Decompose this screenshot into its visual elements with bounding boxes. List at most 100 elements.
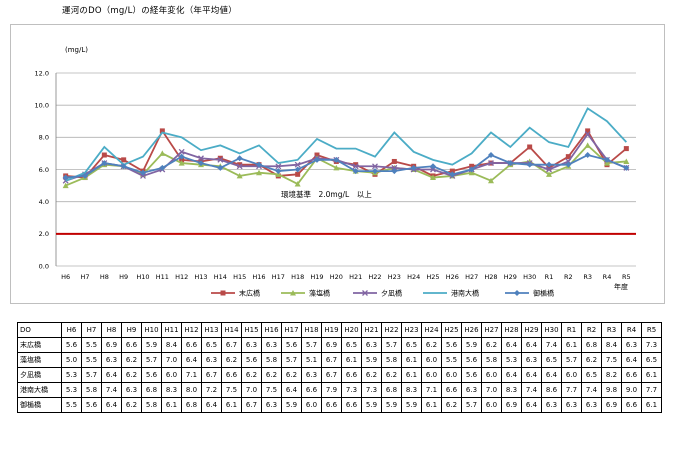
table-cell: 6.2 [581, 352, 602, 368]
table-cell: 6.6 [301, 382, 322, 398]
table-cell: 5.6 [461, 352, 482, 368]
data-table: DO H6 H7 H8 H9 H10 H11 H12 H13 H14 H15 H16 H17 H18 H19… [17, 322, 662, 413]
table-cell: 5.7 [461, 397, 482, 413]
table-header-cell: R2 [581, 322, 602, 338]
data-point [294, 161, 301, 168]
table-cell: 6.2 [261, 367, 282, 383]
table-cell: 6.0 [441, 367, 462, 383]
data-point [314, 152, 320, 158]
data-point [353, 162, 359, 168]
table-cell: 6.2 [441, 397, 462, 413]
table-cell: 6.2 [241, 367, 262, 383]
table-cell: 6.1 [641, 397, 662, 413]
data-point [217, 164, 224, 171]
data-point [120, 163, 127, 170]
table-cell: 6.0 [481, 367, 502, 383]
data-point [62, 174, 69, 181]
data-point [449, 168, 455, 174]
x-tick-label: H20 [330, 273, 343, 281]
table-cell: 6.3 [581, 397, 602, 413]
table-cell: 6.4 [541, 367, 562, 383]
data-point [294, 166, 301, 173]
table-cell: 6.1 [161, 397, 182, 413]
table-cell: 6.0 [161, 367, 182, 383]
table-cell: 6.5 [541, 352, 562, 368]
data-point [159, 150, 166, 156]
data-point [121, 157, 127, 163]
table-cell: 9.8 [601, 382, 622, 398]
chart-frame: (mg/L) 0.0 2.0 4.0 6.0 8.0 10.0 12.0 環境基準 2.0mg/… [10, 24, 665, 304]
table-cell: 5.7 [381, 337, 402, 353]
y-tick-label: 8.0 [39, 134, 49, 142]
data-point [140, 169, 146, 176]
table-row: 藻塩橋 5.0 5.5 6.3 6.2 5.7 7.0 6.4 6.3 6.2 5.6 5.8 5.7 5… [17, 352, 662, 368]
table-header-cell: H11 [161, 322, 182, 338]
table-header-cell: H10 [141, 322, 162, 338]
table-cell: 6.5 [401, 337, 422, 353]
data-point [391, 168, 398, 175]
table-header-cell: H6 [61, 322, 82, 338]
x-tick-label: R2 [564, 273, 573, 281]
table-cell: 7.7 [561, 382, 582, 398]
table-header-cell: H8 [101, 322, 122, 338]
table-cell: 5.6 [141, 367, 162, 383]
table-row-label: 港南大橋 [17, 382, 62, 398]
table-header-row: DO H6 H7 H8 H9 H10 H11 H12 H13 H14 H15 H16 H17 H18 H19… [17, 322, 662, 338]
table-cell: 6.7 [321, 367, 342, 383]
data-point [352, 163, 359, 170]
table-cell: 5.8 [141, 397, 162, 413]
legend-label: 藻塩橋 [309, 289, 330, 298]
data-point [82, 172, 88, 179]
table-cell: 6.4 [101, 367, 122, 383]
table-cell: 7.0 [481, 382, 502, 398]
y-tick-label: 2.0 [39, 230, 49, 238]
x-tick-label: H30 [523, 273, 536, 281]
data-point [623, 158, 630, 164]
table-cell: 5.9 [461, 337, 482, 353]
data-point [140, 172, 146, 179]
y-tick-label: 10.0 [35, 101, 49, 109]
table-cell: 6.3 [361, 337, 382, 353]
table-cell: 6.2 [221, 352, 242, 368]
table-cell: 6.1 [221, 397, 242, 413]
data-point [585, 128, 591, 134]
series-line-4 [65, 107, 627, 182]
table-cell: 7.1 [181, 367, 202, 383]
table-cell: 7.0 [161, 352, 182, 368]
table-header-cell: H24 [421, 322, 442, 338]
table-cell: 8.4 [601, 337, 622, 353]
series-line-5 [65, 153, 627, 179]
x-tick-label: H11 [156, 273, 169, 281]
y-axis-label: (mg/L) [65, 46, 88, 54]
x-tick-label: R4 [603, 273, 612, 281]
table-cell: 6.3 [261, 337, 282, 353]
table-cell: 6.4 [521, 397, 542, 413]
data-point [546, 171, 552, 177]
table-cell: 5.7 [561, 352, 582, 368]
table-cell: 9.0 [621, 382, 642, 398]
data-point [546, 161, 552, 168]
table-cell: 7.2 [201, 382, 222, 398]
table-cell: 6.2 [121, 352, 142, 368]
table-cell: 6.3 [561, 397, 582, 413]
table-cell: 5.3 [501, 352, 522, 368]
table-cell: 8.6 [541, 382, 562, 398]
x-tick-label: H7 [80, 273, 89, 281]
table-cell: 6.1 [341, 352, 362, 368]
table-cell: 6.8 [141, 382, 162, 398]
table-header-cell: H9 [121, 322, 142, 338]
data-point [178, 148, 185, 155]
table-header-cell: H27 [481, 322, 502, 338]
table-cell: 6.3 [541, 397, 562, 413]
x-tick-label: H21 [349, 273, 362, 281]
x-tick-label: H6 [61, 273, 70, 281]
table-header-cell: R3 [601, 322, 622, 338]
table-header-cell: H28 [501, 322, 522, 338]
table-row-label: 末広橋 [17, 337, 62, 353]
table-header-cell: H16 [261, 322, 282, 338]
table-cell: 5.6 [281, 337, 302, 353]
table-row: 夕凪橋 5.3 5.7 6.4 6.2 5.6 6.0 7.1 6.7 6.6 6.2 6.2 6.2 6… [17, 367, 662, 383]
data-point [256, 161, 262, 168]
table-cell: 6.9 [101, 337, 122, 353]
data-point [62, 182, 69, 189]
